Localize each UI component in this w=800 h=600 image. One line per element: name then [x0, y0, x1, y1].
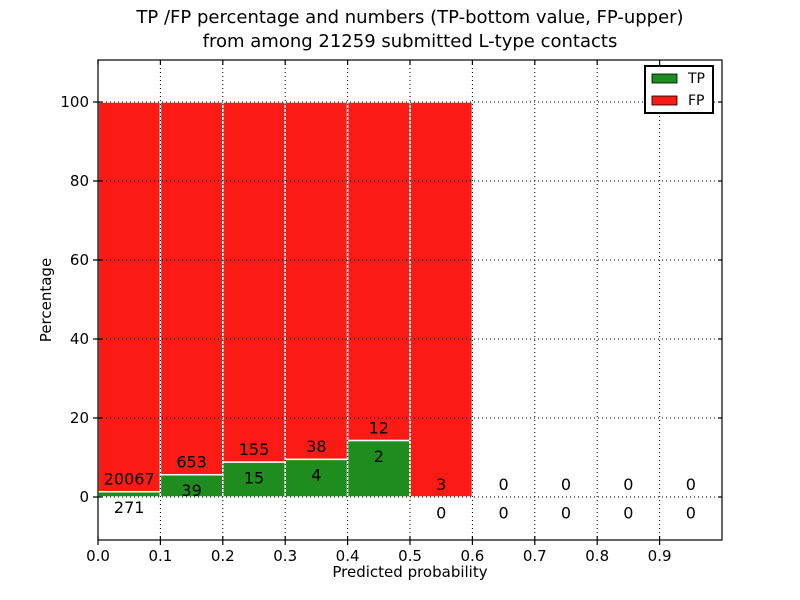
chart-title-line1: TP /FP percentage and numbers (TP-bottom… [136, 7, 684, 28]
tp-count-label-9: 0 [686, 503, 696, 522]
bar-tp-segment-0 [97, 490, 162, 498]
bar-tp-segment-2 [222, 461, 286, 498]
legend-label-tp: TP [687, 71, 705, 87]
bars-group [97, 101, 474, 498]
x-tick-label: 0.2 [211, 547, 235, 565]
legend-label-fp: FP [688, 93, 705, 109]
tp-count-label-7: 0 [561, 503, 571, 522]
legend-swatch-fp [651, 95, 678, 106]
bar-fp-segment-2 [222, 101, 286, 463]
bar-fp-segment-3 [284, 101, 349, 461]
x-tick-label: 0.6 [460, 547, 484, 565]
x-tick-label: 0.5 [398, 547, 422, 565]
x-tick-label: 0.0 [86, 547, 110, 565]
fp-count-label-8: 0 [623, 475, 633, 494]
fp-count-label-0: 20067 [104, 470, 155, 489]
chart-title-line2: from among 21259 submitted L-type contac… [202, 31, 618, 52]
bar-fp-segment-1 [159, 101, 224, 476]
bar-fp-segment-5 [409, 101, 474, 498]
x-tick-label: 0.7 [523, 547, 547, 565]
grid-group [98, 60, 722, 540]
fp-count-label-9: 0 [686, 475, 696, 494]
legend: TP FP [644, 65, 714, 114]
tp-count-label-1: 39 [181, 481, 201, 500]
x-tick-label: 0.9 [648, 547, 672, 565]
tp-count-label-3: 4 [311, 466, 321, 485]
bar-tp-segment-4 [346, 439, 411, 498]
y-tick-label: 100 [60, 93, 89, 111]
x-tick-label: 0.1 [148, 547, 172, 565]
tp-count-label-5: 0 [436, 503, 446, 522]
tp-count-label-4: 2 [374, 447, 384, 466]
bar-tp-segment-3 [284, 458, 349, 498]
y-tick-label: 40 [70, 330, 89, 348]
tp-count-label-8: 0 [623, 503, 633, 522]
y-tick-label: 80 [70, 172, 89, 190]
x-tick-label: 0.8 [585, 547, 609, 565]
x-tick-label: 0.4 [336, 547, 360, 565]
tp-count-label-6: 0 [499, 503, 509, 522]
fp-count-label-2: 155 [239, 440, 270, 459]
y-axis-label: Percentage [37, 257, 55, 343]
ticks-group [93, 60, 722, 545]
tick-labels-group: 0.0 0.1 0.2 0.3 0.4 0.5 0.6 0.7 0.8 0.90204060801… [60, 93, 671, 565]
bar-fp-segment-0 [97, 101, 162, 493]
fp-count-label-7: 0 [561, 475, 571, 494]
fp-count-label-4: 12 [369, 418, 389, 437]
fp-count-label-5: 3 [436, 475, 446, 494]
x-tick-label: 0.3 [273, 547, 297, 565]
y-tick-label: 0 [79, 488, 89, 506]
x-axis-label: Predicted probability [332, 563, 488, 581]
legend-swatch-tp [651, 73, 678, 84]
y-tick-label: 20 [70, 409, 89, 427]
fp-count-label-1: 653 [176, 453, 207, 472]
tp-count-label-2: 15 [244, 468, 264, 487]
y-tick-label: 60 [70, 251, 89, 269]
tp-count-label-0: 271 [114, 498, 145, 517]
annotations-group: 20067 271 653 39 155 15 38 4 12 2 3 0 0 0 0 0 0 0 0 0 [104, 418, 696, 522]
fp-count-label-3: 38 [306, 437, 326, 456]
fp-count-label-6: 0 [499, 475, 509, 494]
bar-fp-segment-4 [346, 101, 411, 442]
